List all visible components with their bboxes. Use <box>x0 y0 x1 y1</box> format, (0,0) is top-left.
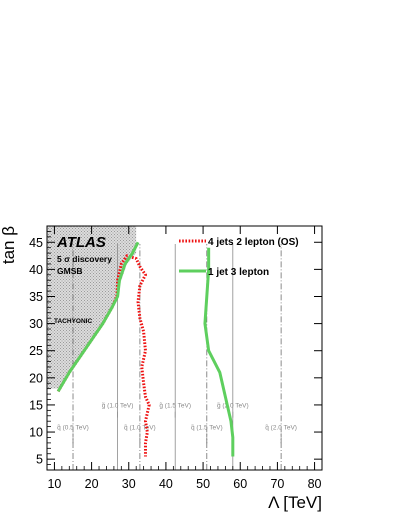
tachyonic-region <box>47 226 137 389</box>
mass-contour-label: g̃ (1.0 TeV) <box>101 403 133 410</box>
mass-contour-label: q̃ (1.0 TeV) <box>124 424 156 431</box>
x-tick-label: 40 <box>159 477 173 491</box>
x-tick-label: 10 <box>47 477 61 491</box>
legend: 4 jets 2 lepton (OS) 1 jet 3 lepton <box>179 237 299 278</box>
y-tick-label: 45 <box>29 236 43 250</box>
y-tick-label: 20 <box>29 371 43 385</box>
excluded-region-layer <box>47 226 137 389</box>
y-tick-label: 35 <box>29 290 43 304</box>
x-tick-label: 50 <box>196 477 210 491</box>
x-tick-label: 80 <box>308 477 322 491</box>
tachyonic-label: TACHYONIC <box>54 318 92 325</box>
plot-frame <box>46 225 323 471</box>
series-layer <box>56 241 235 457</box>
x-tick-label: 60 <box>233 477 247 491</box>
legend-label-4jets: 4 jets 2 lepton (OS) <box>208 237 299 248</box>
series-line <box>56 241 140 393</box>
model-label: GMSB <box>57 266 83 276</box>
mass-contour-label: g̃ (1.5 TeV) <box>159 403 191 410</box>
discovery-label: 5 σ discovery <box>57 254 112 264</box>
mass-contour-label: g̃ (2.0 TeV) <box>217 403 249 410</box>
axes: 10 20 30 40 50 60 70 80 5 10 15 20 25 30 35 40 45 <box>29 226 322 491</box>
y-tick-label: 5 <box>36 453 43 467</box>
x-tick-label: 70 <box>270 477 284 491</box>
atlas-label: ATLAS <box>56 234 106 251</box>
x-tick-label: 30 <box>122 477 136 491</box>
mass-contour-label: q̃ (2.0 TeV) <box>265 424 297 431</box>
y-tick-label: 10 <box>29 426 43 440</box>
y-tick-label: 15 <box>29 398 43 412</box>
mass-contour-label: q̃ (1.5 TeV) <box>190 424 222 431</box>
mass-contour-label: q̃ (0.5 TeV) <box>57 424 89 431</box>
y-axis-title: tan β <box>0 226 18 264</box>
series-line <box>203 247 235 457</box>
y-tick-label: 25 <box>29 344 43 358</box>
y-tick-label: 40 <box>29 263 43 277</box>
y-tick-label: 30 <box>29 317 43 331</box>
legend-label-1jet: 1 jet 3 lepton <box>208 267 269 278</box>
x-axis-title: Λ [TeV] <box>268 493 322 512</box>
x-tick-label: 20 <box>85 477 99 491</box>
